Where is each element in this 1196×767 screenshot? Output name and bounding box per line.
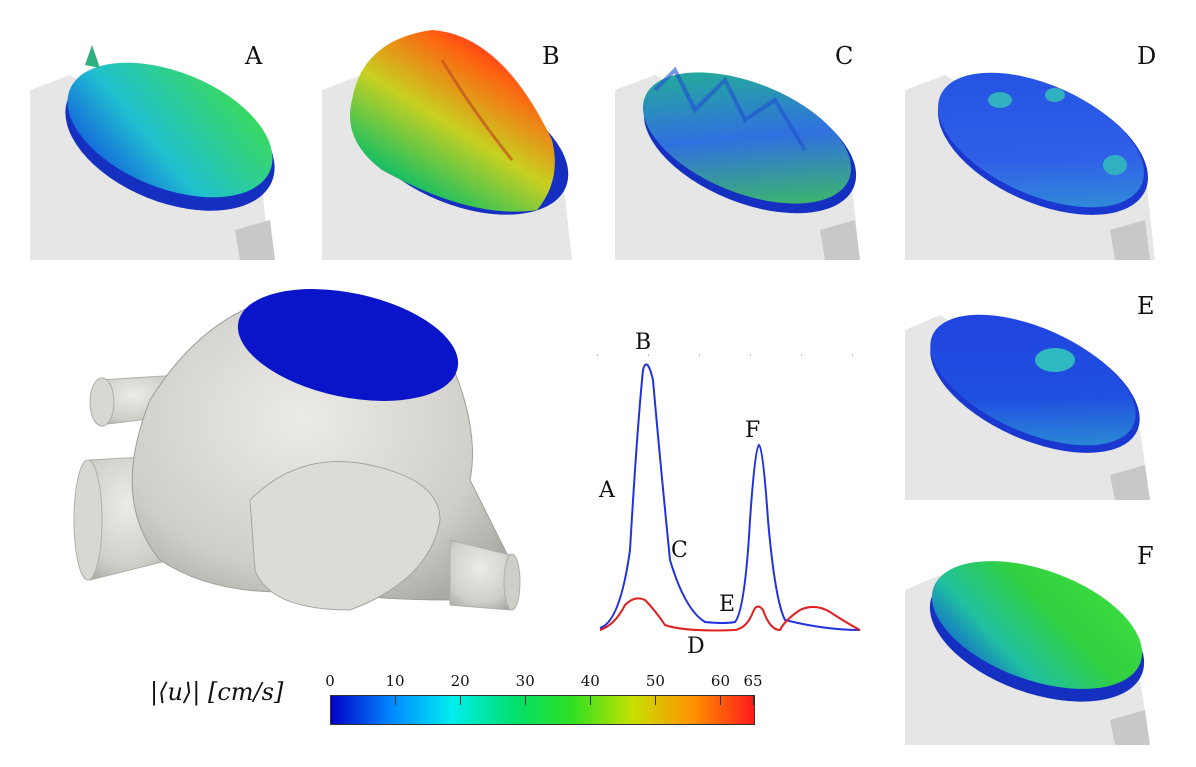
colorbar-tick-label: 40 [580,672,600,690]
panel-a: A [30,20,280,260]
colorbar [330,695,755,725]
colorbar-tick-label: 65 [743,672,763,690]
atrium-geometry [70,280,530,640]
colorbar-title: |⟨u⟩| [cm/s] [150,678,284,706]
waveform-svg [597,354,865,632]
panel-e: E [905,290,1165,500]
colorbar-tick-label: 0 [325,672,335,690]
panel-f: F [905,530,1165,745]
wave-label-d: D [687,634,705,659]
wave-label-a: A [599,478,615,503]
colorbar-tick-mark [720,695,722,705]
panel-label-b: B [542,42,560,70]
panel-b: B [322,20,582,260]
wave-label-f: F [745,418,761,443]
colorbar-tick-mark [753,695,754,705]
colorbar-tick-label: 60 [710,672,730,690]
panel-d: D [905,20,1165,260]
colorbar-tick-label: 50 [645,672,665,690]
colorbar-tick-mark [395,695,397,705]
colorbar-tick-mark [525,695,527,705]
panel-label-e: E [1137,292,1155,320]
colorbar-tick-mark [655,695,657,705]
panel-label-c: C [835,42,854,70]
colorbar-tick-mark [590,695,592,705]
panel-label-a: A [245,42,263,70]
wave-label-b: B [635,330,652,355]
blue-curve [599,363,861,631]
panel-c: C [615,20,865,260]
colorbar-tick-mark [330,695,331,705]
wave-label-c: C [671,538,688,563]
waveform-plot: B A C D E F [585,320,875,660]
panel-label-d: D [1137,42,1157,70]
wave-label-e: E [719,592,736,617]
panel-label-f: F [1137,542,1154,570]
colorbar-tick-label: 30 [515,672,535,690]
colorbar-tick-label: 20 [450,672,470,690]
red-curve [599,597,861,632]
colorbar-tick-mark [460,695,462,705]
colorbar-tick-label: 10 [385,672,405,690]
